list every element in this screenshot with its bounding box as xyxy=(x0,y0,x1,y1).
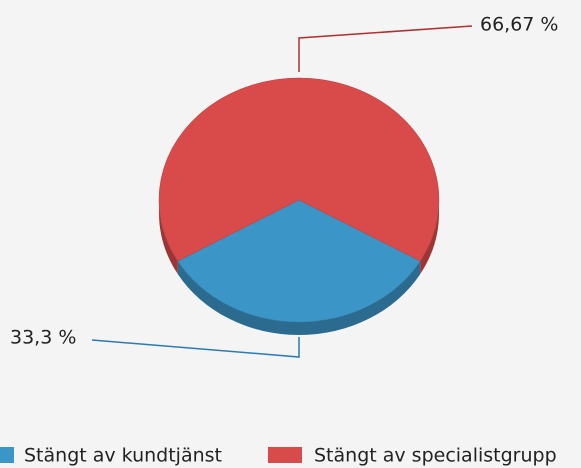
value-label: 66,67 % xyxy=(480,14,559,36)
leader-line xyxy=(298,25,473,72)
legend-label: Stängt av specialistgrupp xyxy=(314,445,557,467)
legend-swatch xyxy=(268,447,302,463)
legend-label: Stängt av kundtjänst xyxy=(24,445,222,467)
pie-side xyxy=(159,200,178,275)
value-label: 33,3 % xyxy=(10,327,76,349)
leader-line xyxy=(91,337,300,358)
pie-slice xyxy=(158,77,440,262)
pie-slice xyxy=(177,199,421,323)
pie-side xyxy=(177,261,421,335)
legend-swatch xyxy=(0,447,14,463)
pie-side xyxy=(420,200,439,275)
